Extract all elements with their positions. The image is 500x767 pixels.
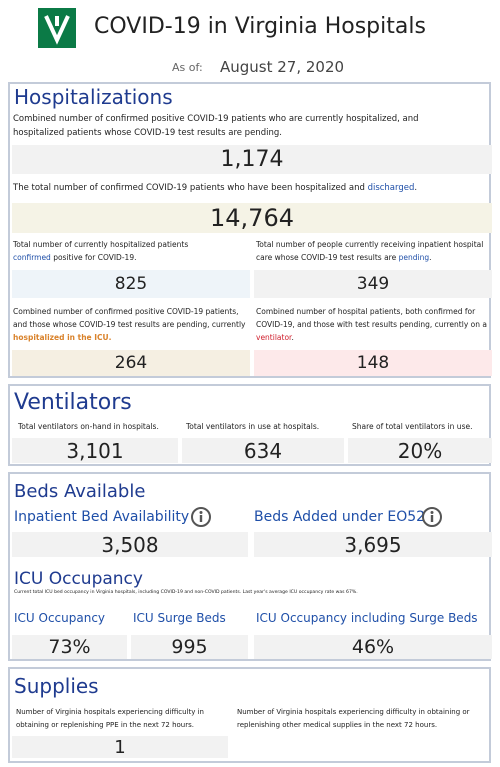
value: 20% bbox=[348, 438, 492, 463]
description: Combined number of hospital patients, bo… bbox=[256, 305, 487, 344]
as-of-label: As of: bbox=[172, 61, 203, 74]
text: Combined number of confirmed positive CO… bbox=[13, 307, 239, 316]
text: and those whose COVID-19 test results ar… bbox=[13, 320, 246, 329]
description: The total number of confirmed COVID-19 p… bbox=[13, 182, 417, 195]
section-title: Supplies bbox=[14, 674, 99, 698]
text: discharged bbox=[367, 183, 415, 193]
label: ICU Occupancy including Surge Beds bbox=[256, 611, 478, 625]
value: 634 bbox=[182, 438, 344, 463]
value: 46% bbox=[254, 635, 492, 659]
text: pending bbox=[398, 253, 430, 262]
description: Combined number of confirmed positive CO… bbox=[13, 305, 245, 344]
value: 1 bbox=[12, 736, 228, 758]
text: hospitalized in the ICU. bbox=[13, 333, 112, 342]
logo bbox=[38, 8, 76, 48]
description: Total number of currently hospitalized p… bbox=[13, 238, 188, 264]
value: 995 bbox=[131, 635, 248, 659]
text: Combined number of hospital patients, bo… bbox=[256, 307, 476, 316]
info-icon[interactable] bbox=[190, 506, 212, 528]
label: Inpatient Bed Availability bbox=[14, 509, 190, 525]
section-title: Ventilators bbox=[14, 390, 132, 415]
text: . bbox=[429, 253, 432, 262]
description: Combined number of confirmed positive CO… bbox=[13, 112, 419, 140]
supplies-section bbox=[8, 667, 491, 763]
text: . bbox=[414, 183, 418, 193]
value: 264 bbox=[12, 350, 250, 376]
info-icon[interactable] bbox=[421, 506, 443, 528]
value: 148 bbox=[254, 350, 492, 376]
label: Beds Added under EO52 bbox=[254, 509, 426, 525]
text: Total number of currently hospitalized p… bbox=[13, 240, 189, 249]
description: Total number of people currently receivi… bbox=[256, 238, 483, 264]
value: 3,695 bbox=[254, 532, 492, 557]
label: Total ventilators in use at hospitals. bbox=[186, 422, 320, 431]
text: Combined number of confirmed positive CO… bbox=[13, 114, 419, 124]
section-title: ICU Occupancy bbox=[14, 569, 143, 589]
value: 14,764 bbox=[12, 203, 492, 233]
label: ICU Surge Beds bbox=[133, 611, 226, 625]
text: hospitalized patients whose COVID-19 tes… bbox=[13, 128, 282, 138]
value: 73% bbox=[12, 635, 127, 659]
description: Number of Virginia hospitals experiencin… bbox=[16, 706, 204, 732]
label: Share of total ventilators in use. bbox=[352, 422, 473, 431]
text: confirmed bbox=[13, 253, 51, 262]
text: replenishing other medical supplies in t… bbox=[237, 721, 438, 729]
text: . bbox=[291, 333, 294, 342]
title: COVID-19 in Virginia Hospitals bbox=[94, 14, 426, 39]
text: The total number of confirmed COVID-19 p… bbox=[13, 183, 368, 193]
section-title: Hospitalizations bbox=[14, 85, 173, 109]
as-of-date: August 27, 2020 bbox=[220, 58, 345, 76]
beds-section bbox=[8, 472, 491, 661]
value: 1,174 bbox=[12, 145, 492, 174]
label: Total ventilators on-hand in hospitals. bbox=[18, 422, 159, 431]
text: Total number of people currently receivi… bbox=[256, 240, 484, 249]
ventilators-section bbox=[8, 384, 491, 466]
text: Number of Virginia hospitals experiencin… bbox=[16, 708, 204, 716]
text: Number of Virginia hospitals experiencin… bbox=[237, 708, 470, 716]
note: Current total ICU bed occupancy in Virgi… bbox=[14, 590, 358, 595]
text: positive for COVID-19. bbox=[50, 253, 137, 262]
description: Number of Virginia hospitals experiencin… bbox=[237, 706, 470, 732]
value: 3,508 bbox=[12, 532, 248, 557]
text: obtaining or replenishing PPE in the nex… bbox=[16, 721, 194, 729]
text: care whose COVID-19 test results are bbox=[256, 253, 399, 262]
label: ICU Occupancy bbox=[14, 611, 106, 625]
text: COVID-19, and those with test results pe… bbox=[256, 320, 487, 329]
value: 825 bbox=[12, 270, 250, 298]
text: ventilator bbox=[256, 333, 292, 342]
value: 3,101 bbox=[12, 438, 178, 463]
section-title: Beds Available bbox=[14, 481, 146, 502]
value: 349 bbox=[254, 270, 492, 298]
